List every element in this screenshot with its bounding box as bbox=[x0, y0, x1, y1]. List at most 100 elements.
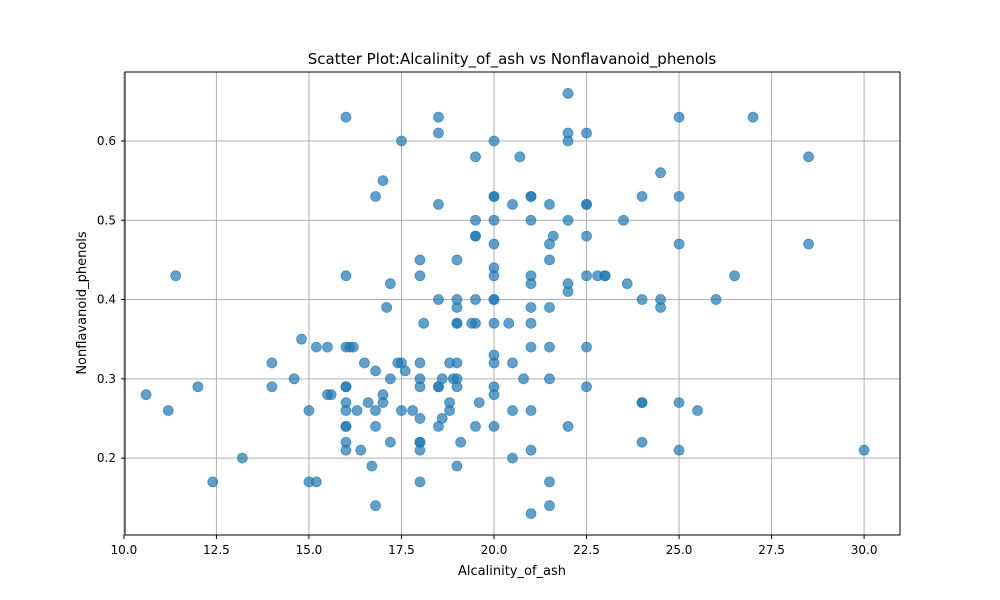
scatter-point bbox=[414, 254, 426, 266]
scatter-point bbox=[525, 191, 537, 202]
scatter-point bbox=[525, 302, 537, 313]
scatter-point bbox=[803, 151, 814, 163]
plot-area-frame bbox=[124, 71, 901, 536]
scatter-point bbox=[544, 302, 555, 313]
scatter-point bbox=[370, 405, 381, 416]
scatter-point bbox=[470, 230, 481, 242]
x-axis-label: Alcalinity_of_ash bbox=[458, 564, 566, 579]
scatter-point bbox=[673, 397, 685, 409]
scatter-point bbox=[340, 270, 352, 282]
scatter-point bbox=[370, 191, 381, 202]
scatter-point bbox=[507, 357, 518, 369]
scatter-point bbox=[347, 341, 359, 353]
scatter-point bbox=[547, 230, 559, 242]
scatter-point bbox=[507, 452, 518, 464]
scatter-point bbox=[544, 373, 555, 385]
scatter-point bbox=[236, 452, 248, 464]
scatter-point bbox=[488, 294, 500, 305]
scatter-point bbox=[384, 278, 396, 290]
x-tick-label: 15.0 bbox=[296, 543, 323, 557]
scatter-point bbox=[544, 476, 555, 488]
chart-title: Scatter Plot:Alcalinity_of_ash vs Nonfla… bbox=[308, 50, 717, 69]
scatter-point bbox=[377, 397, 389, 409]
scatter-point bbox=[544, 500, 555, 512]
scatter-point bbox=[340, 444, 352, 456]
scatter-point bbox=[544, 341, 555, 353]
scatter-point bbox=[562, 88, 574, 99]
scatter-point bbox=[692, 405, 703, 416]
scatter-point bbox=[433, 127, 444, 139]
x-tick-label: 27.5 bbox=[758, 543, 785, 557]
scatter-point bbox=[451, 254, 463, 266]
scatter-point bbox=[525, 278, 537, 290]
x-tick-label: 17.5 bbox=[388, 543, 415, 557]
scatter-point bbox=[544, 254, 555, 266]
scatter-point bbox=[488, 270, 500, 282]
scatter-point bbox=[384, 436, 396, 448]
scatter-point bbox=[414, 444, 426, 456]
scatter-point bbox=[470, 214, 481, 226]
scatter-point bbox=[303, 405, 315, 416]
scatter-point bbox=[710, 294, 722, 305]
scatter-point bbox=[488, 135, 500, 147]
y-axis-label: Nonflavanoid_phenols bbox=[75, 231, 90, 375]
scatter-point bbox=[370, 500, 381, 512]
scatter-point bbox=[525, 405, 537, 416]
scatter-point bbox=[162, 405, 174, 416]
scatter-point bbox=[266, 381, 278, 393]
x-tick-label: 25.0 bbox=[666, 543, 693, 557]
scatter-point bbox=[366, 460, 378, 472]
scatter-point bbox=[858, 444, 870, 456]
scatter-point bbox=[140, 389, 152, 401]
scatter-point bbox=[310, 476, 322, 488]
scatter-point bbox=[525, 214, 537, 226]
x-tick-label: 20.0 bbox=[481, 543, 508, 557]
data-points bbox=[140, 88, 870, 519]
scatter-point bbox=[451, 317, 463, 329]
scatter-point bbox=[803, 238, 814, 250]
scatter-point bbox=[451, 381, 463, 393]
scatter-point bbox=[636, 191, 648, 202]
scatter-point bbox=[507, 405, 518, 416]
scatter-point bbox=[396, 135, 407, 147]
scatter-point bbox=[636, 397, 648, 409]
scatter-point bbox=[747, 111, 759, 123]
scatter-point bbox=[525, 341, 537, 353]
y-tick-label: 0.6 bbox=[97, 134, 116, 148]
scatter-point bbox=[170, 270, 182, 282]
scatter-point bbox=[340, 405, 352, 416]
scatter-point bbox=[488, 214, 500, 226]
scatter-point bbox=[414, 270, 426, 282]
scatter-point bbox=[414, 413, 426, 424]
gridlines bbox=[123, 72, 900, 535]
scatter-point bbox=[296, 333, 307, 345]
scatter-point bbox=[436, 373, 448, 385]
scatter-point bbox=[488, 191, 500, 202]
scatter-point bbox=[362, 397, 374, 409]
scatter-point bbox=[636, 436, 648, 448]
scatter-point bbox=[470, 420, 481, 432]
scatter-point bbox=[414, 476, 426, 488]
scatter-point bbox=[599, 270, 611, 282]
scatter-point bbox=[377, 175, 389, 187]
scatter-point bbox=[655, 167, 666, 179]
y-tick-label: 0.4 bbox=[97, 293, 116, 307]
y-tick-label: 0.3 bbox=[97, 372, 116, 386]
scatter-point bbox=[525, 508, 537, 519]
scatter-point bbox=[451, 357, 463, 369]
x-tick-label: 10.0 bbox=[111, 543, 138, 557]
scatter-point bbox=[673, 444, 685, 456]
scatter-point bbox=[488, 389, 500, 401]
scatter-point bbox=[507, 198, 518, 210]
scatter-point bbox=[581, 270, 592, 282]
scatter-point bbox=[503, 317, 515, 329]
scatter-point bbox=[581, 198, 592, 210]
scatter-point bbox=[673, 238, 685, 250]
scatter-point bbox=[396, 405, 407, 416]
scatter-point bbox=[288, 373, 300, 385]
scatter-point bbox=[370, 420, 381, 432]
scatter-point bbox=[192, 381, 204, 393]
scatter-point bbox=[455, 436, 467, 448]
scatter-point bbox=[407, 405, 418, 416]
